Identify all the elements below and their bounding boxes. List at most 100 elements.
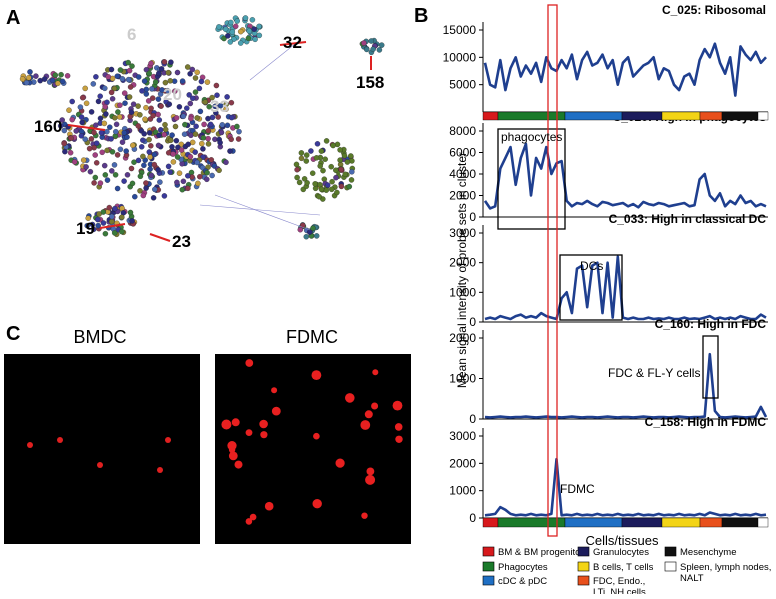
- network-node: [79, 94, 86, 101]
- network-callouts: [67, 41, 372, 242]
- network-node: [126, 67, 133, 74]
- network-node: [156, 117, 163, 123]
- network-node: [338, 166, 344, 173]
- network-node: [89, 221, 96, 228]
- network-node: [149, 95, 156, 101]
- network-node: [185, 173, 191, 179]
- network-node: [126, 94, 133, 100]
- network-node: [245, 35, 252, 42]
- panel-label: C: [6, 323, 20, 345]
- color-band: [699, 517, 723, 528]
- network-node: [328, 163, 334, 170]
- annotation: phagocytes: [501, 130, 562, 144]
- network-node: [97, 93, 103, 99]
- network-node: [106, 204, 113, 211]
- y-tick-label: 0: [469, 412, 476, 426]
- cell: [245, 359, 254, 367]
- network-node: [317, 163, 323, 169]
- network-node: [229, 29, 236, 35]
- network-node: [196, 85, 203, 92]
- network-node: [148, 60, 154, 67]
- network-node: [186, 92, 192, 98]
- data-line: [483, 142, 767, 210]
- network-node: [111, 230, 118, 236]
- network-node: [162, 126, 169, 133]
- network-node: [138, 144, 145, 150]
- network-node: [329, 178, 335, 185]
- y-tick-label: 15000: [443, 23, 477, 37]
- color-band: [482, 517, 499, 528]
- network-node: [216, 24, 222, 30]
- network-node: [123, 148, 129, 154]
- network-node: [298, 155, 305, 162]
- network-node: [249, 17, 256, 23]
- network-node: [189, 95, 196, 102]
- network-node: [167, 169, 173, 175]
- cell: [27, 442, 33, 448]
- network-node: [80, 157, 87, 163]
- network-node: [323, 138, 330, 144]
- network-node: [102, 230, 109, 237]
- network-node: [26, 74, 32, 81]
- network-node: [189, 66, 196, 73]
- network-node: [114, 73, 121, 79]
- legend: BM & BM progenitors Phagocytes cDC & pDC Gr…: [482, 546, 771, 598]
- network-node: [121, 129, 128, 136]
- network-node: [228, 19, 234, 26]
- network-node: [328, 186, 335, 193]
- data-line: [484, 457, 767, 517]
- network-node: [223, 159, 229, 166]
- y-tick-label: 10000: [443, 50, 477, 64]
- network-node: [228, 136, 234, 143]
- y-tick-label: 8000: [449, 124, 476, 138]
- network-node: [228, 114, 235, 121]
- cluster-label: 23: [172, 232, 191, 251]
- network-node: [162, 79, 169, 86]
- annotation-box: [497, 128, 566, 230]
- network-node: [117, 67, 124, 73]
- network-node: [310, 225, 316, 231]
- network-node: [108, 136, 114, 142]
- y-tick-label: 3000: [449, 429, 476, 443]
- network-node: [84, 222, 90, 229]
- network-node: [146, 70, 152, 77]
- panel-label: B: [414, 5, 428, 27]
- network-node: [129, 63, 135, 69]
- network-node: [102, 172, 109, 178]
- network-node: [105, 74, 112, 80]
- network-node: [148, 143, 154, 149]
- color-band: [564, 111, 623, 121]
- legend-label: FDC, Endo.,: [593, 576, 645, 587]
- network: [19, 15, 385, 240]
- network-node: [92, 174, 99, 181]
- network-node: [169, 132, 175, 138]
- network-node: [113, 121, 120, 128]
- network-node: [155, 96, 162, 102]
- network-node: [318, 148, 325, 154]
- network-node: [204, 79, 211, 85]
- network-node: [109, 149, 116, 155]
- network-node: [176, 104, 183, 110]
- network-node: [308, 148, 314, 154]
- network-node: [61, 140, 67, 147]
- cell: [259, 419, 268, 429]
- network-node: [180, 178, 187, 185]
- network-node: [170, 159, 177, 165]
- legend-label: Spleen, lymph nodes,: [680, 562, 771, 573]
- network-node: [234, 123, 240, 130]
- y-tick-label: 5000: [449, 78, 476, 92]
- cell: [361, 512, 368, 519]
- network-node: [172, 88, 178, 94]
- legend-swatch: [577, 575, 590, 586]
- network-node: [179, 78, 186, 84]
- network-node: [188, 132, 194, 139]
- network-node: [304, 180, 310, 186]
- network-node: [67, 149, 74, 156]
- y-axis-label: Mean signal intensity of probe sets in c…: [455, 152, 469, 388]
- y-tick-label: 1000: [449, 484, 476, 498]
- network-edge: [249, 39, 301, 81]
- network-node: [111, 85, 118, 92]
- network-node: [330, 142, 336, 149]
- cluster-label: 6: [127, 25, 136, 44]
- network-node: [135, 157, 142, 164]
